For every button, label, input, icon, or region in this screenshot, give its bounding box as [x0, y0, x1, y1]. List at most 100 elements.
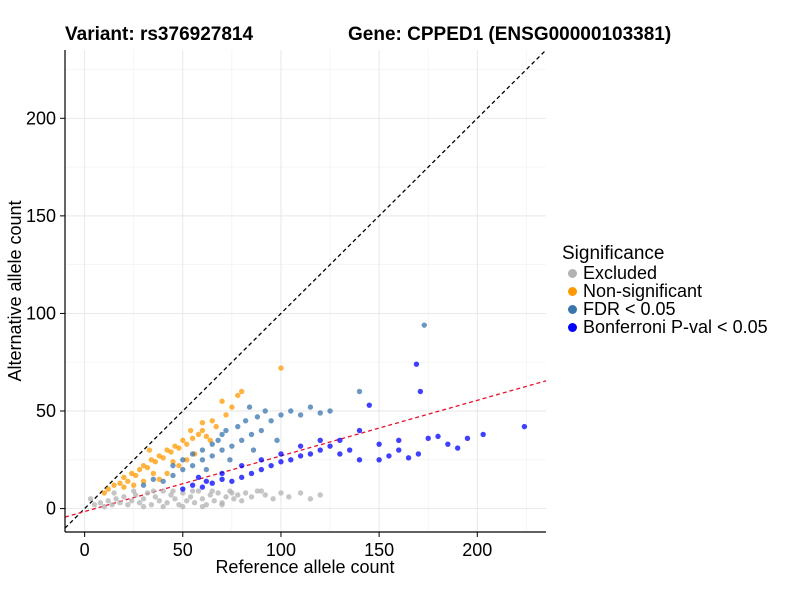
ticks: 0 50 100 150 200 0 50 100 150 200: [26, 108, 492, 560]
data-point: [146, 447, 153, 453]
data-point: [121, 474, 127, 481]
data-point: [97, 500, 104, 506]
data-point: [203, 466, 210, 473]
series-bonferroni-p-val-0-05: [180, 361, 528, 492]
data-point: [160, 488, 166, 494]
data-point: [229, 478, 235, 484]
data-point: [117, 480, 123, 486]
data-point: [148, 501, 155, 508]
y-tick-label: 150: [26, 206, 56, 226]
legend-label: Excluded: [583, 263, 658, 283]
x-tick-label: 150: [364, 540, 394, 560]
x-axis-title: Reference allele count: [215, 557, 394, 577]
data-point: [211, 498, 217, 504]
data-point: [213, 423, 219, 430]
data-point: [227, 457, 233, 463]
data-point: [131, 488, 137, 494]
data-point: [238, 437, 245, 443]
data-point: [464, 435, 471, 442]
data-point: [160, 455, 166, 461]
data-point: [238, 388, 245, 395]
data-point: [297, 412, 304, 418]
gene-title: Gene: CPPED1 (ENSG00000103381): [348, 24, 672, 45]
data-point: [250, 447, 257, 453]
data-point: [136, 500, 143, 506]
data-point: [270, 496, 276, 502]
data-point: [262, 408, 268, 414]
data-point: [425, 435, 431, 442]
data-point: [189, 462, 196, 469]
data-point: [337, 451, 343, 457]
data-point: [209, 480, 215, 486]
data-point: [317, 437, 323, 443]
data-point: [189, 482, 196, 488]
data-point: [258, 466, 265, 473]
data-point: [421, 322, 427, 328]
data-point: [111, 490, 117, 496]
y-axis-title: Alternative allele count: [5, 200, 25, 381]
data-point: [238, 462, 245, 469]
data-point: [231, 496, 237, 502]
data-point: [170, 472, 176, 479]
data-point: [356, 427, 363, 434]
data-point: [199, 457, 206, 463]
data-point: [278, 412, 284, 418]
data-point: [219, 501, 225, 508]
data-point: [223, 494, 229, 500]
data-point: [140, 503, 147, 510]
data-point: [396, 437, 402, 443]
data-point: [170, 459, 176, 465]
data-point: [168, 449, 174, 455]
y-tick-label: 0: [46, 499, 56, 519]
data-point: [262, 492, 268, 498]
data-point: [356, 388, 363, 395]
data-point: [229, 490, 235, 496]
data-point: [258, 427, 265, 434]
data-point: [160, 503, 166, 510]
data-point: [131, 482, 137, 488]
data-point: [307, 496, 314, 502]
data-point: [111, 482, 117, 488]
legend-swatch: [568, 322, 577, 332]
data-point: [189, 451, 196, 457]
data-point: [195, 474, 202, 481]
data-point: [164, 500, 170, 506]
data-point: [129, 498, 135, 504]
data-point: [297, 453, 304, 459]
data-point: [132, 472, 139, 479]
data-point: [238, 474, 245, 481]
data-point: [180, 490, 186, 496]
data-point: [199, 427, 206, 434]
data-point: [288, 408, 294, 414]
legend-label: Bonferroni P-val < 0.05: [583, 317, 768, 337]
data-point: [223, 427, 229, 434]
data-point: [101, 503, 107, 510]
data-point: [356, 457, 363, 463]
data-point: [413, 361, 420, 367]
data-point: [195, 431, 202, 438]
data-point: [184, 441, 190, 447]
data-point: [136, 466, 143, 473]
data-point: [209, 453, 215, 459]
data-point: [445, 441, 451, 447]
data-point: [184, 498, 190, 504]
data-point: [258, 488, 265, 494]
data-point: [278, 459, 284, 465]
data-point: [278, 451, 284, 457]
data-point: [140, 496, 147, 502]
data-point: [219, 398, 225, 404]
data-point: [121, 484, 127, 490]
data-points: [87, 322, 528, 510]
data-point: [317, 447, 323, 453]
series-excluded: [87, 488, 323, 510]
data-point: [327, 408, 333, 414]
legend-swatch: [568, 268, 577, 278]
data-point: [140, 478, 147, 484]
data-point: [238, 498, 245, 504]
x-tick-label: 50: [173, 540, 193, 560]
data-point: [125, 478, 131, 484]
data-point: [235, 392, 241, 399]
data-point: [180, 486, 186, 492]
data-point: [160, 478, 166, 484]
data-point: [170, 488, 176, 494]
